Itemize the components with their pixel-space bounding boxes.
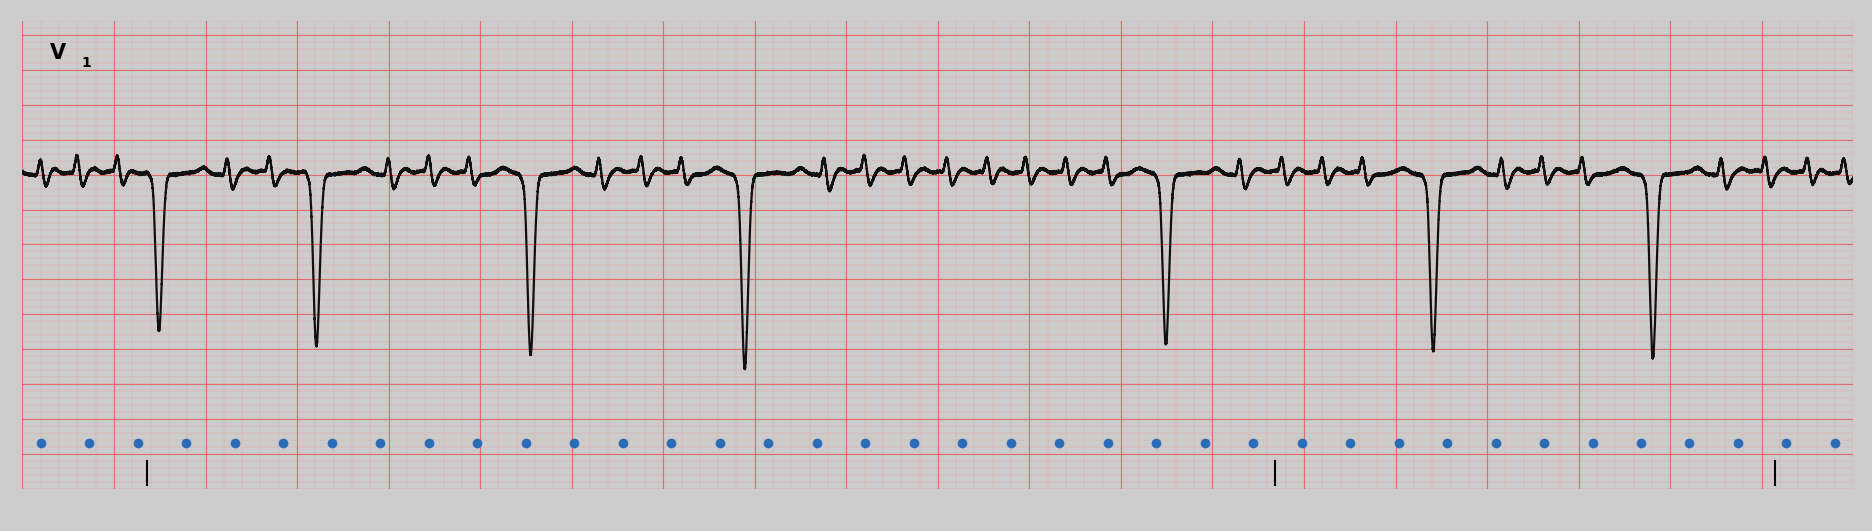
Text: V: V <box>51 42 66 63</box>
Text: 1: 1 <box>80 56 92 70</box>
